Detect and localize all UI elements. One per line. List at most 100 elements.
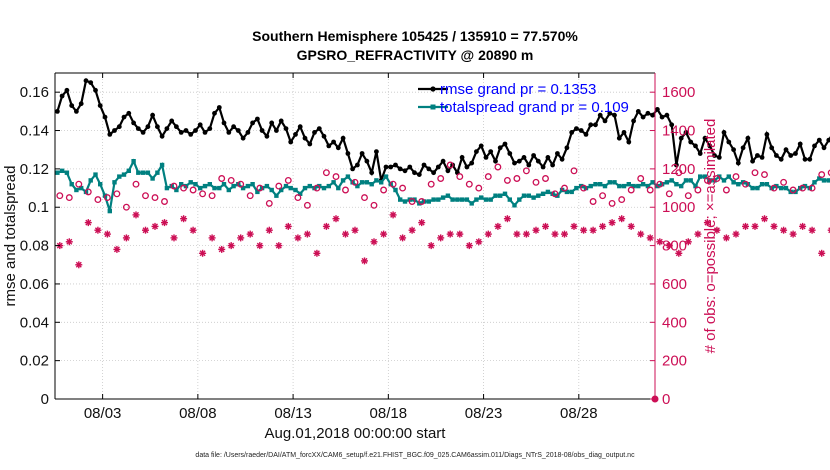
rmse-point <box>502 141 508 147</box>
rmse-point <box>535 158 541 164</box>
rmse-point <box>74 109 79 114</box>
rmse-point <box>764 132 770 137</box>
rmse-point <box>145 124 151 130</box>
possible-obs-point <box>503 176 511 184</box>
spread-point <box>593 182 598 187</box>
spread-point <box>112 180 117 185</box>
spread-point <box>55 170 60 175</box>
rmse-point <box>369 170 375 176</box>
possible-obs-point <box>532 178 540 186</box>
possible-obs-point <box>580 184 588 192</box>
assimilated-obs-point <box>161 219 168 227</box>
rmse-point <box>550 162 555 168</box>
rmse-point <box>826 137 830 143</box>
spread-point <box>445 193 451 198</box>
spread-point <box>88 178 93 183</box>
assimilated-obs-point <box>361 257 368 265</box>
assimilated-obs-point <box>551 230 559 238</box>
spread-point <box>359 180 365 185</box>
spread-point <box>140 170 146 175</box>
spread-point <box>240 185 246 191</box>
assimilated-obs-point <box>522 230 530 238</box>
rmse-point <box>207 126 213 131</box>
series-layer <box>55 78 830 403</box>
rmse-point <box>812 143 817 149</box>
spread-point <box>650 180 655 185</box>
y-tick-label: 0.14 <box>20 123 49 140</box>
rmse-point <box>631 118 636 124</box>
rmse-point <box>93 87 98 93</box>
spread-point <box>674 182 679 187</box>
spread-point <box>783 185 789 191</box>
possible-obs-point <box>227 176 235 184</box>
y-tick-label: 0.1 <box>28 199 49 216</box>
spread-point <box>679 183 684 189</box>
rmse-point <box>669 122 675 128</box>
possible-obs-point <box>132 180 140 188</box>
rmse-point <box>326 143 332 149</box>
assimilated-obs-point <box>113 245 121 253</box>
rmse-point <box>526 162 532 168</box>
assimilated-obs-point <box>75 261 83 269</box>
spread-point <box>607 180 612 185</box>
axes: 08/03 08/08 08/13 08/18 08/23 08/28 0 0.02 0.04 0… <box>2 72 719 422</box>
rmse-point <box>445 168 451 174</box>
spread-point <box>512 203 517 208</box>
rmse-point <box>155 124 160 130</box>
spread-point <box>379 180 384 185</box>
rmse-point <box>693 143 698 149</box>
x-tick-label: 08/18 <box>370 405 408 422</box>
possible-obs-point <box>284 176 292 184</box>
assimilated-obs-point <box>275 242 283 250</box>
y2-tick-label: 1600 <box>662 84 695 101</box>
spread-point <box>755 185 760 191</box>
spread-point <box>374 178 379 183</box>
assimilated-obs-point <box>675 249 683 257</box>
spread-point <box>502 191 508 196</box>
spread-point <box>245 183 251 189</box>
possible-obs-point <box>361 194 368 202</box>
rmse-point <box>459 155 465 160</box>
spread-point <box>440 195 446 200</box>
rmse-point <box>712 153 717 158</box>
assimilated-obs-point <box>170 234 178 242</box>
rmse-point <box>307 141 313 147</box>
assimilated-obs-point <box>789 230 797 238</box>
possible-obs-point <box>475 184 483 192</box>
spread-point <box>759 182 765 187</box>
spread-point <box>64 170 70 175</box>
rmse-point <box>516 158 522 164</box>
spread-point <box>669 178 674 183</box>
spread-point <box>207 182 212 187</box>
spread-point <box>159 162 165 168</box>
possible-obs-point <box>789 186 797 194</box>
rmse-point <box>602 118 608 124</box>
assimilated-obs-point <box>342 230 349 238</box>
assimilated-obs-point <box>570 222 578 230</box>
rmse-point <box>345 151 351 156</box>
rmse-point <box>483 155 489 160</box>
possible-obs-point <box>75 180 83 188</box>
rmse-point <box>688 139 694 145</box>
possible-obs-point <box>161 198 168 205</box>
rmse-point <box>374 149 379 155</box>
spread-point <box>336 185 341 191</box>
assimilated-obs-point <box>580 226 588 234</box>
possible-obs-point <box>84 188 92 196</box>
y2-tick-label: 600 <box>662 276 687 293</box>
rmse-point <box>435 164 441 170</box>
assimilated-obs-point <box>780 226 788 234</box>
spread-point <box>612 180 617 185</box>
rmse-point <box>364 158 370 164</box>
rmse-point <box>759 155 765 160</box>
possible-obs-point <box>342 186 349 194</box>
spread-point <box>626 182 631 187</box>
rmse-point <box>545 155 551 160</box>
possible-obs-point <box>180 184 188 192</box>
rmse-point <box>150 112 156 118</box>
assimilated-obs-point <box>408 226 416 234</box>
rmse-point <box>288 139 294 145</box>
assimilated-obs-point <box>284 222 292 230</box>
rmse-point <box>407 164 413 170</box>
legend-item-spread: totalspread grand pr = 0.109 <box>418 99 629 116</box>
